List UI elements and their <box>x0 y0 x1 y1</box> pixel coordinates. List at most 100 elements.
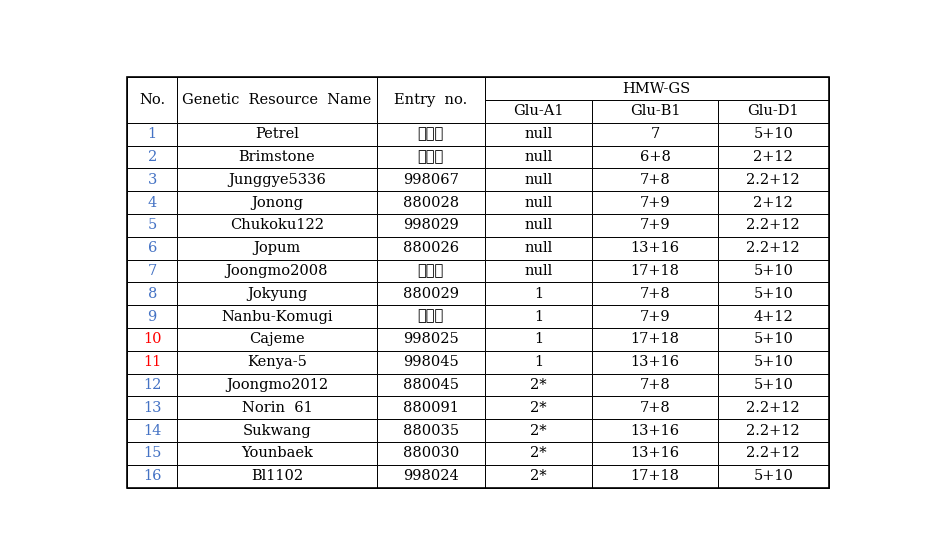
Bar <box>485 396 592 419</box>
Bar <box>177 282 377 305</box>
Bar <box>592 305 717 328</box>
Bar <box>592 169 717 191</box>
Text: 1: 1 <box>534 310 543 324</box>
Text: 농과원: 농과원 <box>418 150 444 164</box>
Text: 1: 1 <box>534 355 543 369</box>
Text: Petrel: Petrel <box>255 127 299 142</box>
Text: 2.2+12: 2.2+12 <box>746 173 800 187</box>
Bar <box>128 260 177 282</box>
Text: 7: 7 <box>650 127 660 142</box>
Text: Younbaek: Younbaek <box>241 446 313 460</box>
Bar <box>592 260 717 282</box>
Text: 17+18: 17+18 <box>631 469 679 483</box>
Text: 8: 8 <box>147 287 157 301</box>
Text: 7+8: 7+8 <box>640 401 670 415</box>
Text: 7+9: 7+9 <box>640 310 670 324</box>
Bar <box>128 419 177 442</box>
Text: Nanbu-Komugi: Nanbu-Komugi <box>221 310 333 324</box>
Bar <box>177 123 377 145</box>
Text: 3: 3 <box>147 173 157 187</box>
Bar <box>377 328 485 351</box>
Text: 6+8: 6+8 <box>639 150 671 164</box>
Text: 2*: 2* <box>530 378 547 392</box>
Bar <box>485 328 592 351</box>
Bar <box>717 282 829 305</box>
Bar <box>128 396 177 419</box>
Bar <box>485 351 592 374</box>
Bar <box>177 77 377 123</box>
Bar <box>128 77 177 123</box>
Bar <box>377 374 485 396</box>
Bar <box>485 419 592 442</box>
Text: 6: 6 <box>147 241 157 255</box>
Text: 5+10: 5+10 <box>753 127 793 142</box>
Text: null: null <box>524 241 552 255</box>
Bar <box>592 374 717 396</box>
Bar <box>377 282 485 305</box>
Bar <box>592 396 717 419</box>
Text: 2.2+12: 2.2+12 <box>746 241 800 255</box>
Text: Glu-D1: Glu-D1 <box>747 104 799 118</box>
Text: 998024: 998024 <box>403 469 459 483</box>
Bar <box>592 465 717 487</box>
Bar <box>377 419 485 442</box>
Text: Sukwang: Sukwang <box>243 423 312 437</box>
Bar <box>717 169 829 191</box>
Text: 998067: 998067 <box>403 173 459 187</box>
Text: 880029: 880029 <box>403 287 459 301</box>
Bar <box>377 442 485 465</box>
Bar <box>377 169 485 191</box>
Bar <box>592 100 717 123</box>
Bar <box>485 214 592 237</box>
Bar <box>485 374 592 396</box>
Bar <box>717 145 829 169</box>
Text: Entry  no.: Entry no. <box>395 93 467 107</box>
Bar <box>592 328 717 351</box>
Text: 2+12: 2+12 <box>753 150 793 164</box>
Text: Jonong: Jonong <box>251 196 303 210</box>
Bar <box>485 260 592 282</box>
Text: null: null <box>524 150 552 164</box>
Bar <box>128 237 177 260</box>
Text: 2*: 2* <box>530 446 547 460</box>
Text: 4+12: 4+12 <box>753 310 793 324</box>
Text: 880045: 880045 <box>403 378 459 392</box>
Bar <box>177 214 377 237</box>
Text: 5+10: 5+10 <box>753 469 793 483</box>
Bar <box>377 123 485 145</box>
Bar <box>128 282 177 305</box>
Text: Joongmo2008: Joongmo2008 <box>226 264 328 278</box>
Text: null: null <box>524 264 552 278</box>
Bar <box>128 351 177 374</box>
Text: 1: 1 <box>534 287 543 301</box>
Text: Chukoku122: Chukoku122 <box>230 219 324 233</box>
Bar <box>485 282 592 305</box>
Text: 7+8: 7+8 <box>640 287 670 301</box>
Text: 880028: 880028 <box>403 196 459 210</box>
Bar <box>177 374 377 396</box>
Text: 5+10: 5+10 <box>753 332 793 346</box>
Bar <box>377 465 485 487</box>
Text: 13+16: 13+16 <box>631 423 679 437</box>
Bar <box>485 305 592 328</box>
Text: Glu-B1: Glu-B1 <box>630 104 680 118</box>
Text: null: null <box>524 173 552 187</box>
Bar <box>592 123 717 145</box>
Text: 2.2+12: 2.2+12 <box>746 423 800 437</box>
Text: 17+18: 17+18 <box>631 264 679 278</box>
Text: 7+8: 7+8 <box>640 173 670 187</box>
Text: 880026: 880026 <box>403 241 459 255</box>
Bar <box>485 191 592 214</box>
Bar <box>485 169 592 191</box>
Text: 7: 7 <box>147 264 157 278</box>
Text: 5+10: 5+10 <box>753 287 793 301</box>
Bar <box>717 260 829 282</box>
Text: Brimstone: Brimstone <box>239 150 315 164</box>
Bar <box>128 191 177 214</box>
Text: 10: 10 <box>143 332 161 346</box>
Text: null: null <box>524 219 552 233</box>
Text: 7+9: 7+9 <box>640 196 670 210</box>
Text: 농과원: 농과원 <box>418 310 444 324</box>
Bar <box>128 305 177 328</box>
Bar <box>177 351 377 374</box>
